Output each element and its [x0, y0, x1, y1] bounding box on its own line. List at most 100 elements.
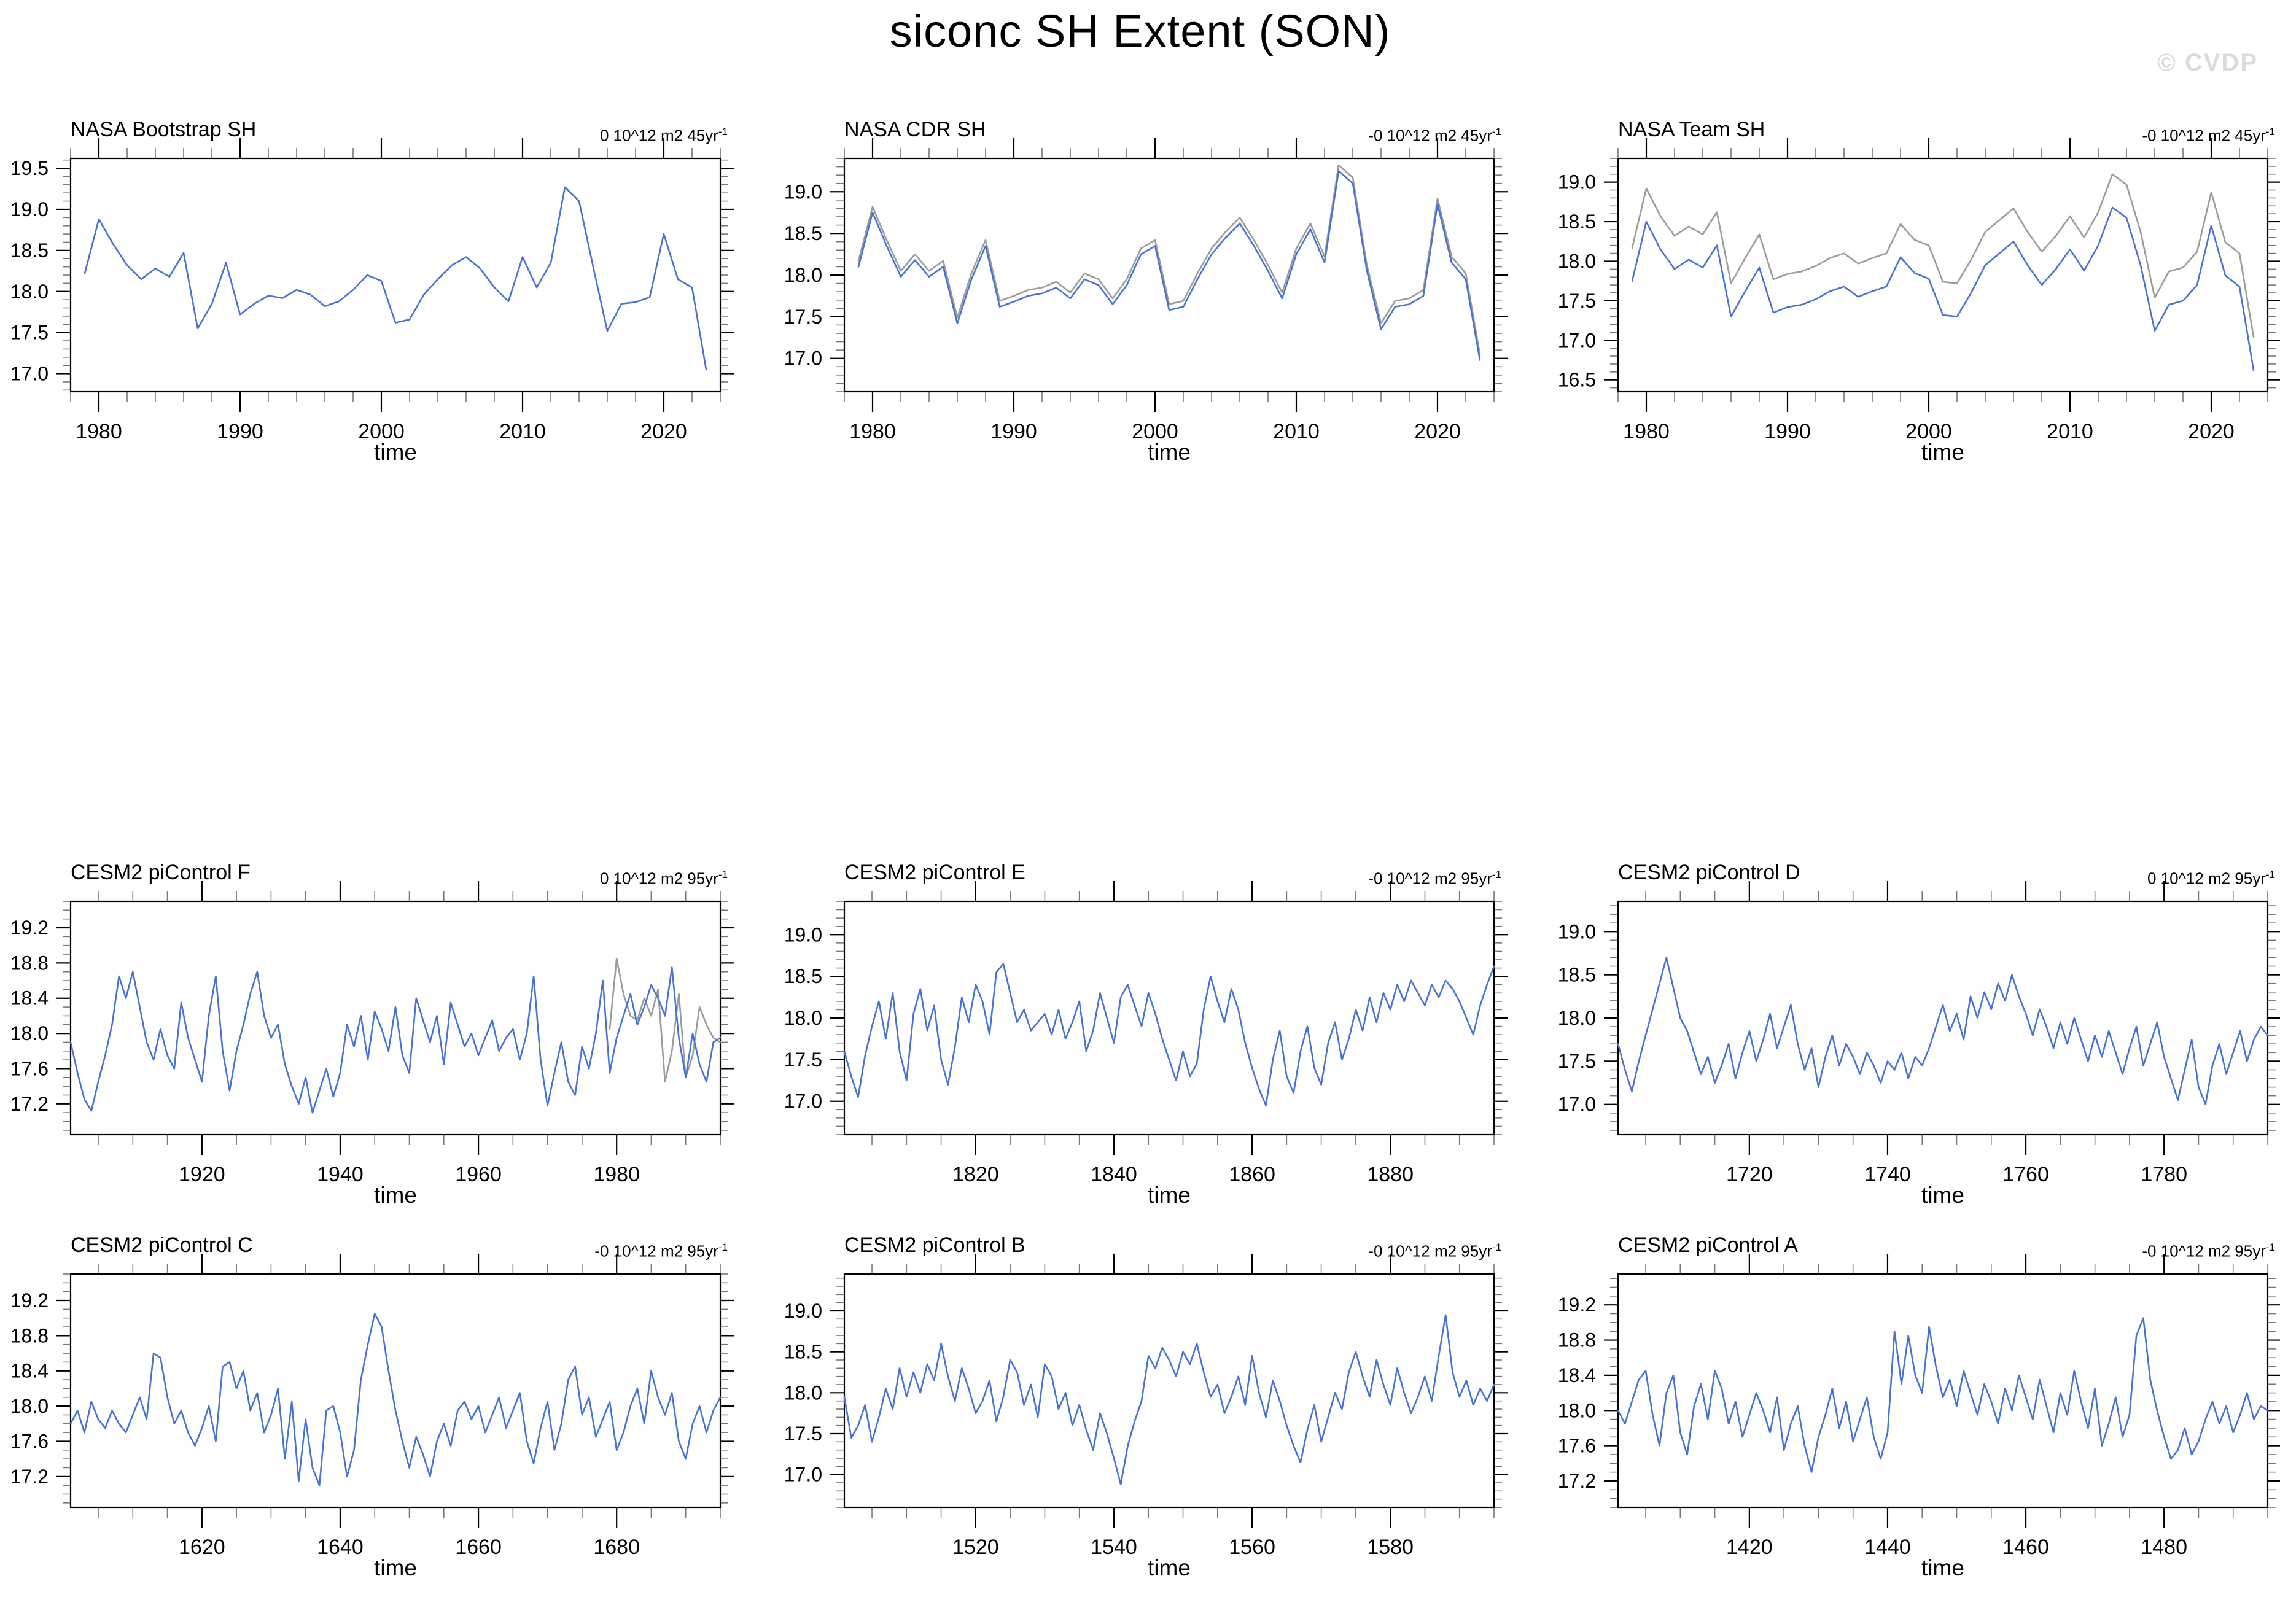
y-tick-label: 17.2	[1558, 1470, 1596, 1492]
y-tick-label: 17.5	[10, 322, 49, 344]
series-line-blue	[84, 186, 707, 371]
y-tick-label: 18.0	[10, 281, 49, 303]
x-tick-label: 2020	[640, 420, 687, 443]
y-tick-label: 17.2	[10, 1466, 49, 1488]
y-tick-label: 17.6	[10, 1430, 49, 1452]
series-line-blue	[843, 1314, 1495, 1486]
chart-panel-nasa-cdr: NASA CDR SH -0 10^12 m2 45yr-1 17.0 17.5 1…	[746, 79, 1563, 508]
x-tick-label: 1760	[2002, 1163, 2049, 1186]
chart-panel-picontrol-f: CESM2 piControl F 0 10^12 m2 95yr-1 17.2…	[0, 822, 789, 1251]
y-tick-label: 18.0	[10, 1395, 49, 1417]
panel-units-annotation: -0 10^12 m2 45yr-1	[1368, 126, 1501, 145]
plot-frame	[843, 1273, 1495, 1509]
x-tick-label: 1640	[317, 1536, 364, 1559]
x-tick-label: 1920	[179, 1163, 225, 1186]
x-tick-label: 2010	[1273, 420, 1320, 443]
panel-title: CESM2 piControl C	[71, 1234, 253, 1257]
y-tick-label: 17.6	[1558, 1435, 1596, 1457]
series-line-blue	[69, 1313, 722, 1486]
series-line-blue	[1631, 206, 2255, 371]
y-tick-label: 18.5	[1558, 211, 1596, 233]
y-tick-label: 18.5	[1558, 964, 1596, 986]
panel-title: NASA Bootstrap SH	[71, 118, 257, 141]
y-tick-label: 19.5	[10, 157, 49, 179]
y-tick-label: 19.0	[784, 923, 822, 946]
x-tick-label: 2000	[1905, 420, 1952, 443]
x-tick-label: 1880	[1367, 1163, 1414, 1186]
plot-frame	[843, 900, 1495, 1136]
chart-canvas-picontrol-d: 17.0 17.5 18.0 18.5 19.0 1720 1740 1760 1780	[1558, 881, 2280, 1186]
y-tick-label: 19.0	[784, 181, 822, 203]
x-tick-label: 1990	[1764, 420, 1811, 443]
chart-canvas-nasa-cdr: 17.0 17.5 18.0 18.5 19.0 1980 1990 2000 2010 2020	[784, 138, 1508, 443]
y-tick-label: 18.0	[1558, 1007, 1596, 1029]
x-axis-label: time	[1921, 440, 1964, 465]
x-tick-label: 1420	[1726, 1536, 1773, 1559]
panel-title: CESM2 piControl F	[71, 861, 251, 884]
x-tick-label: 2010	[499, 420, 546, 443]
plot-frame	[69, 1273, 722, 1509]
x-tick-label: 1980	[593, 1163, 640, 1186]
x-axis-label: time	[374, 440, 417, 465]
chart-canvas-nasa-bootstrap: 17.0 17.5 18.0 18.5 19.0 19.5 1980 1990 2000 2010…	[10, 138, 734, 443]
x-tick-label: 2000	[1132, 420, 1178, 443]
x-tick-label: 1740	[1864, 1163, 1911, 1186]
panel-units-annotation: 0 10^12 m2 95yr-1	[2147, 869, 2275, 888]
panel-units-annotation: -0 10^12 m2 95yr-1	[1368, 869, 1501, 888]
plot-frame	[843, 157, 1495, 393]
y-tick-label: 18.0	[1558, 1399, 1596, 1421]
y-tick-label: 17.5	[784, 306, 822, 328]
y-tick-label: 18.4	[10, 1360, 49, 1382]
y-tick-label: 17.6	[10, 1057, 49, 1079]
x-tick-label: 1620	[179, 1536, 225, 1559]
x-tick-label: 1860	[1229, 1163, 1275, 1186]
panel-units-annotation: -0 10^12 m2 95yr-1	[2142, 1241, 2275, 1261]
chart-panel-nasa-bootstrap: NASA Bootstrap SH 0 10^12 m2 45yr-1 17.0…	[0, 79, 789, 508]
y-tick-label: 17.5	[784, 1049, 822, 1071]
chart-canvas-picontrol-a: 17.2 17.6 18.0 18.4 18.8 19.2 1420 1440 1460 1480	[1558, 1254, 2280, 1559]
x-tick-label: 1680	[593, 1536, 640, 1559]
x-tick-label: 1540	[1091, 1536, 1137, 1559]
chart-canvas-picontrol-e: 17.0 17.5 18.0 18.5 19.0 1820 1840 1860 1880	[784, 881, 1508, 1186]
y-tick-label: 19.0	[1558, 920, 1596, 942]
series-line-blue	[843, 963, 1495, 1106]
y-tick-label: 19.2	[10, 1289, 49, 1311]
plot-frame	[1617, 900, 2269, 1136]
y-tick-label: 17.0	[1558, 329, 1596, 351]
y-tick-label: 18.0	[784, 1381, 822, 1404]
panel-title: CESM2 piControl D	[1618, 861, 1800, 884]
y-tick-label: 19.0	[1558, 171, 1596, 193]
x-tick-label: 1560	[1229, 1536, 1275, 1559]
x-tick-label: 1980	[76, 420, 122, 443]
y-tick-label: 17.0	[1558, 1094, 1596, 1116]
x-axis-label: time	[374, 1183, 417, 1208]
x-tick-label: 1840	[1091, 1163, 1137, 1186]
x-tick-label: 1780	[2141, 1163, 2187, 1186]
chart-canvas-nasa-team: 16.5 17.0 17.5 18.0 18.5 19.0 1980 1990 2000 2010…	[1558, 138, 2280, 443]
x-tick-label: 1580	[1367, 1536, 1414, 1559]
page-title: siconc SH Extent (SON)	[889, 6, 1391, 56]
y-tick-label: 17.0	[784, 1090, 822, 1113]
y-tick-label: 18.0	[10, 1022, 49, 1044]
plot-frame	[1617, 1273, 2269, 1509]
panel-title: CESM2 piControl A	[1618, 1234, 1798, 1257]
x-tick-label: 2010	[2047, 420, 2093, 443]
y-tick-label: 19.0	[784, 1300, 822, 1322]
x-tick-label: 1990	[990, 420, 1037, 443]
x-tick-label: 2020	[2188, 420, 2235, 443]
series-line-gray	[609, 957, 722, 1083]
y-tick-label: 18.8	[10, 952, 49, 974]
series-line-blue	[1617, 1317, 2269, 1473]
chart-panel-picontrol-c: CESM2 piControl C -0 10^12 m2 95yr-1 17.…	[0, 1194, 789, 1624]
y-tick-label: 19.2	[10, 917, 49, 939]
panel-units-annotation: -0 10^12 m2 95yr-1	[594, 1241, 728, 1261]
y-tick-label: 17.5	[784, 1423, 822, 1445]
y-tick-label: 17.0	[784, 1464, 822, 1486]
chart-canvas-picontrol-b: 17.0 17.5 18.0 18.5 19.0 1520 1540 1560 1580	[784, 1254, 1508, 1559]
x-tick-label: 1460	[2002, 1536, 2049, 1559]
plot-frame	[1617, 157, 2269, 393]
series-line-gray	[1631, 173, 2255, 338]
y-tick-label: 18.0	[1558, 250, 1596, 272]
panel-title: CESM2 piControl B	[844, 1234, 1025, 1257]
